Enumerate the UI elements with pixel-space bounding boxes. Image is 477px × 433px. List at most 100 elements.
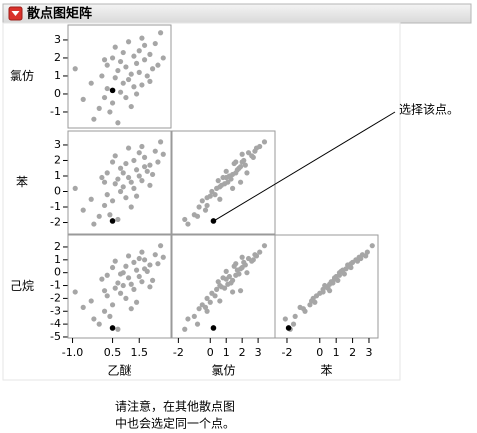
point [338,268,344,274]
point [149,277,156,283]
point [244,270,250,276]
point [257,249,263,255]
note-line: 中也会选定同一个点。 [115,416,235,431]
point [160,254,166,260]
point [131,259,137,265]
row-label: 氯仿 [10,69,34,83]
point [109,55,116,61]
point [147,262,153,268]
panel [67,24,172,129]
x-tick-label: 2 [349,346,356,359]
point [185,316,191,322]
point [147,284,153,290]
note-line: 请注意，在其他散点图 [115,399,235,414]
point [218,284,225,290]
point [141,57,148,63]
point [149,66,156,72]
point [225,179,231,185]
x-tick-label: 1 [333,346,340,359]
point [182,216,188,223]
point [328,279,334,285]
point [112,75,118,81]
point [99,174,105,181]
point [123,160,129,167]
point [112,258,118,264]
point [242,162,248,168]
point [234,167,240,173]
point [125,275,132,281]
point [133,267,140,273]
point [261,243,268,249]
point [202,207,209,213]
point [207,299,213,305]
y-tick-label: 0 [54,87,61,100]
x-tick-label: 0 [207,346,214,359]
point [131,84,137,90]
point [120,80,126,86]
point [191,313,197,319]
point [115,216,121,223]
point [300,306,306,312]
chart-title: 散点图矩阵 [27,6,92,22]
x-tick-label: 1 [223,346,230,359]
point [117,165,124,171]
point [101,202,108,209]
point [123,263,129,269]
x-tick-label: 3 [255,346,262,359]
y-tick-label: 3 [54,33,61,46]
point [101,288,108,294]
point [147,182,153,188]
point [96,213,102,219]
point [117,290,124,296]
point [125,174,132,181]
point [131,53,137,59]
point [72,66,78,72]
point [223,168,229,174]
y-tick-label: 1 [54,253,61,266]
x-tick-label: 0 [316,346,323,359]
point [128,204,134,210]
point [109,159,116,165]
point [252,148,258,154]
x-tick-label: 3 [365,346,372,359]
selected-point [109,325,116,331]
point [104,85,110,92]
point [112,181,118,187]
point [307,302,313,308]
point [204,308,210,314]
annotation: 选择该点。 [399,103,459,117]
point [101,94,108,101]
disclosure-arrow [11,11,20,16]
column-label: 苯 [320,364,332,378]
point [196,306,202,312]
point [144,268,150,274]
row-label: 己烷 [10,279,34,293]
point [214,286,220,292]
point [101,179,108,185]
point [141,164,148,170]
point [335,277,341,283]
point [139,82,145,88]
point [139,35,145,41]
point [220,174,226,181]
point [117,58,124,65]
point [80,96,86,102]
point [348,261,354,267]
panel [67,234,172,339]
point [101,308,108,314]
x-tick-label: -2 [281,346,292,359]
point [139,178,145,184]
point [107,109,113,115]
point [125,145,132,151]
point [317,290,323,296]
point [229,171,236,178]
point [239,151,245,157]
x-tick-label: 1.5 [130,346,148,359]
point [104,293,110,299]
point [139,249,145,255]
point [133,91,140,97]
point [109,302,116,308]
y-tick-label: -5 [50,330,61,343]
x-tick-label: -1.0 [62,346,83,359]
